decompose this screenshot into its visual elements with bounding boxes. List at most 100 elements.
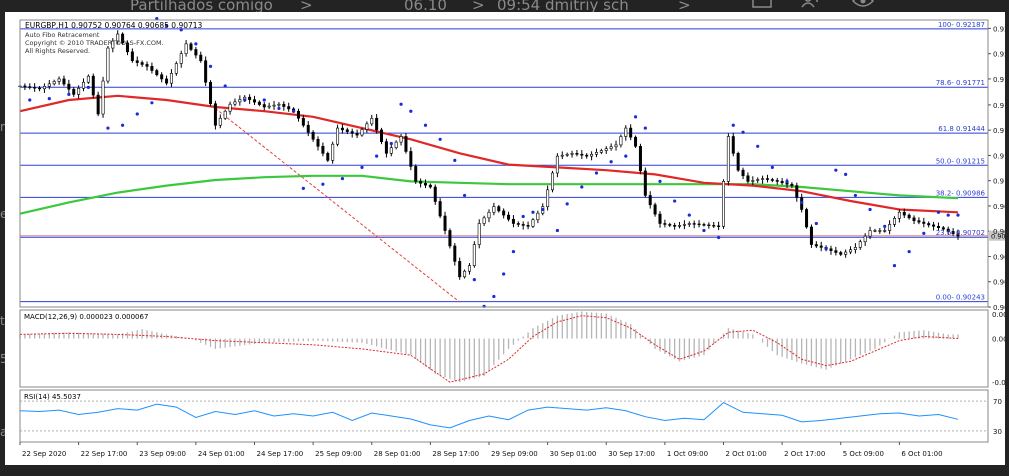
add-person-icon[interactable] — [800, 0, 822, 12]
price-panel — [18, 16, 988, 308]
breadcrumb-shared[interactable]: Partilhados comigo — [130, 0, 273, 14]
candle-body — [199, 54, 203, 61]
candle-body — [453, 245, 457, 262]
candle-body — [150, 66, 154, 71]
candle-body — [326, 153, 330, 161]
candle-body — [394, 141, 398, 149]
psar-dot — [179, 28, 183, 32]
candle-body — [428, 184, 432, 188]
candle-body — [668, 224, 672, 226]
macd-axis-label: 0.001372 — [992, 311, 1005, 319]
candle-body — [301, 117, 305, 126]
psar-dot — [301, 186, 305, 191]
candle-body — [897, 211, 901, 219]
candle-body — [423, 182, 427, 186]
candle-body — [594, 152, 598, 155]
candle-body — [546, 189, 550, 207]
candle-body — [38, 87, 42, 90]
candle-body — [223, 110, 227, 119]
psar-dot — [164, 24, 169, 28]
candle-body — [140, 62, 144, 65]
red-moving-average-line — [19, 94, 959, 214]
psar-dot — [609, 160, 613, 164]
psar-dot — [399, 102, 403, 106]
chart-canvas — [5, 12, 1005, 465]
candle-body — [253, 99, 257, 103]
time-axis-label: 28 Sep 01:00 — [374, 450, 421, 458]
candle-body — [72, 88, 76, 95]
eye-icon[interactable] — [851, 0, 875, 12]
candle-body — [433, 186, 437, 202]
candle-body — [47, 83, 51, 87]
candle-body — [927, 223, 931, 226]
time-axis-label: 6 Oct 01:00 — [901, 450, 942, 458]
candle-body — [272, 104, 276, 107]
candle-body — [531, 219, 535, 227]
candle-body — [761, 178, 765, 180]
candle-body — [888, 224, 892, 231]
candle-body — [438, 201, 442, 217]
candle-body — [287, 106, 291, 110]
psar-dot — [946, 213, 950, 217]
candle-body — [516, 223, 520, 225]
candle-body — [941, 227, 945, 230]
psar-dot — [423, 123, 428, 127]
candle-body — [42, 86, 46, 90]
breadcrumb-file[interactable]: 09:54 dmitriy sch — [497, 0, 629, 14]
axes — [19, 19, 1005, 445]
folder-icon[interactable] — [752, 0, 772, 12]
psar-dot — [824, 247, 828, 251]
candle-body — [638, 146, 642, 172]
candle-body — [507, 214, 511, 220]
fib-level-label: 78.6- 0.91771 — [936, 79, 985, 87]
psar-dot — [883, 224, 887, 228]
price-axis-label: 0.91830 — [993, 76, 1005, 84]
candle-body — [477, 223, 481, 245]
candle-body — [746, 175, 750, 182]
candle-body — [179, 53, 183, 64]
psar-dot — [785, 179, 789, 183]
macd-signal-line — [19, 315, 959, 383]
rsi-panel-border — [19, 389, 989, 443]
candle-body — [218, 117, 222, 126]
psar-dot — [106, 126, 110, 130]
candle-body — [570, 153, 574, 155]
candle-body — [404, 136, 408, 152]
breadcrumb-folder[interactable]: 06.10 — [404, 0, 447, 14]
psar-dot — [770, 165, 774, 169]
fib-level-label: 23.6- 0.90702 — [936, 229, 985, 237]
psar-dot — [658, 179, 662, 183]
candle-body — [248, 96, 252, 100]
fib-level-label: 38.2- 0.90986 — [936, 189, 986, 197]
psar-dot — [844, 172, 848, 176]
candle-body — [345, 129, 349, 132]
price-axis-label: 0.92190 — [993, 25, 1005, 33]
candle-body — [839, 252, 843, 255]
candle-body — [306, 124, 310, 133]
candle-body — [590, 153, 594, 157]
indicator-info-line: Auto Fibo Retracement — [25, 31, 100, 39]
candle-body — [726, 136, 730, 182]
candle-body — [648, 195, 652, 206]
psar-dot — [956, 213, 960, 217]
psar-dot — [120, 123, 125, 127]
indicator-info-line: Copyright © 2010 TRADERTOOLS-FX.COM. — [25, 39, 164, 47]
candle-body — [526, 225, 530, 227]
candle-body — [57, 78, 61, 82]
candle-body — [687, 223, 691, 225]
time-axis-label: 2 Oct 01:00 — [726, 450, 767, 458]
current-price-badge — [989, 230, 1005, 241]
psar-dot — [223, 84, 227, 88]
candle-body — [834, 250, 838, 253]
candle-body — [106, 47, 110, 82]
candle-body — [82, 81, 86, 89]
candle-body — [707, 224, 711, 226]
psar-dot — [673, 199, 677, 203]
candle-body — [228, 103, 232, 112]
candle-body — [849, 249, 853, 253]
candle-body — [663, 223, 667, 225]
psar-dot — [453, 158, 457, 162]
psar-dot — [492, 294, 496, 299]
candle-body — [863, 235, 867, 243]
psar-dot — [717, 235, 721, 240]
